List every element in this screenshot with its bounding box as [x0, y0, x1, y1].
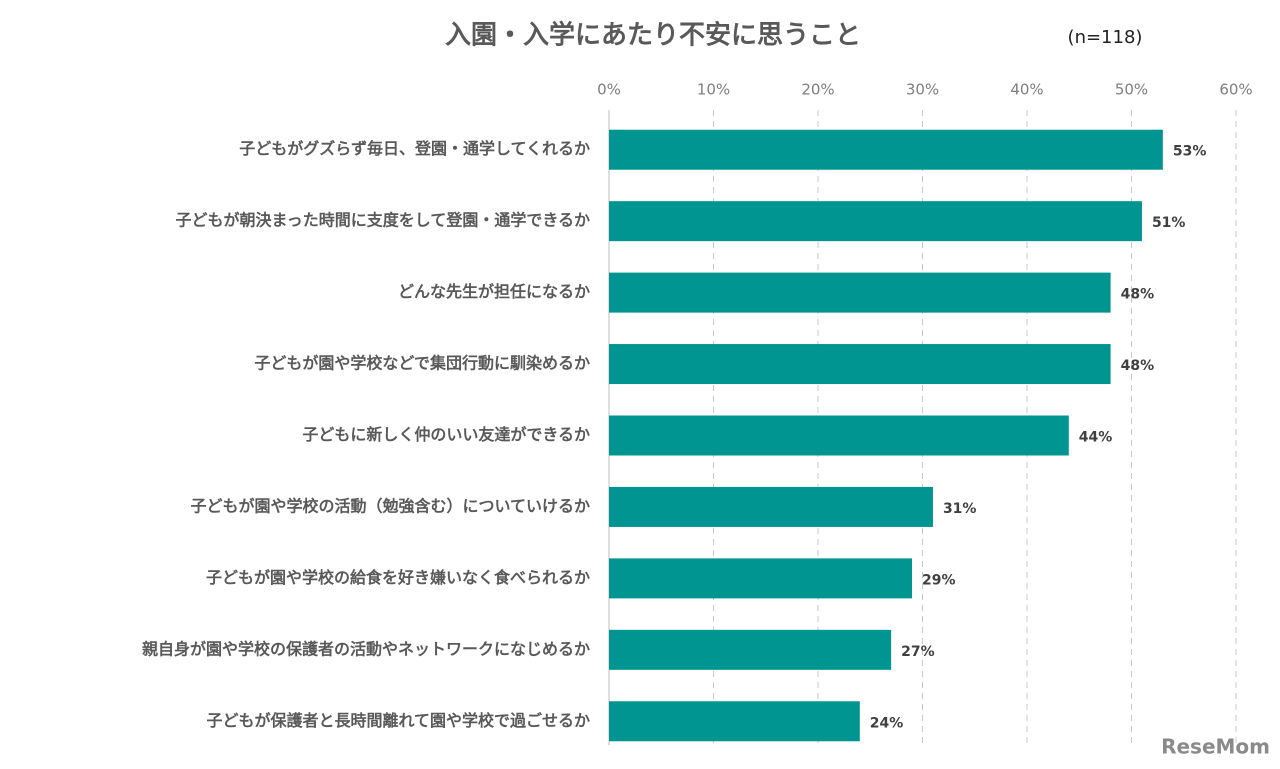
- bar: [609, 486, 933, 527]
- value-label: 48%: [1121, 287, 1155, 303]
- watermark: ReseMom: [1161, 735, 1270, 759]
- category-label: 子どもが園や学校の給食を好き嫌いなく食べられるか: [206, 568, 590, 587]
- bar: [609, 129, 1163, 170]
- sample-size: (n=118): [1068, 27, 1143, 48]
- category-label: 子どもが園や学校などで集団行動に馴染めるか: [254, 354, 590, 373]
- value-label: 29%: [922, 572, 956, 588]
- x-tick-label: 20%: [801, 81, 834, 99]
- value-label: 44%: [1079, 430, 1113, 446]
- bar: [609, 629, 892, 670]
- category-label: 子どもが朝決まった時間に支度をして登園・通学できるか: [175, 211, 590, 230]
- category-label: 親自身が園や学校の保護者の活動やネットワークになじめるか: [142, 639, 590, 658]
- bar: [609, 201, 1142, 242]
- x-tick-label: 10%: [697, 81, 730, 99]
- x-tick-label: 40%: [1010, 81, 1043, 99]
- value-label: 51%: [1152, 215, 1186, 231]
- category-label: 子どもが保護者と長時間離れて園や学校で過ごせるか: [206, 711, 590, 730]
- x-tick-label: 0%: [597, 81, 621, 99]
- category-label: 子どもが園や学校の活動（勉強含む）についていけるか: [190, 496, 590, 515]
- category-label: 子どもに新しく仲のいい友達ができるか: [302, 425, 590, 444]
- bar: [609, 558, 913, 599]
- x-tick-label: 60%: [1219, 81, 1252, 99]
- category-label: どんな先生が担任になるか: [398, 282, 590, 301]
- bar: [609, 415, 1069, 456]
- bar: [609, 344, 1111, 385]
- bar: [609, 701, 860, 742]
- value-label: 27%: [901, 644, 935, 660]
- value-label: 24%: [870, 715, 904, 731]
- value-label: 48%: [1121, 358, 1155, 374]
- x-tick-label: 30%: [906, 81, 939, 99]
- x-tick-label: 50%: [1115, 81, 1148, 99]
- value-label: 53%: [1173, 144, 1207, 160]
- category-label: 子どもがグズらず毎日、登園・通学してくれるか: [239, 139, 590, 158]
- chart-title: 入園・入学にあたり不安に思うこと: [445, 20, 861, 51]
- bar: [609, 272, 1111, 313]
- value-label: 31%: [943, 501, 977, 517]
